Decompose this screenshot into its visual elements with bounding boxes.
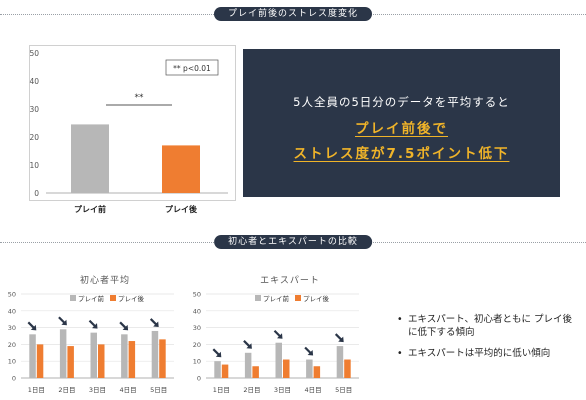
legend-swatch xyxy=(255,295,261,301)
bar-after xyxy=(221,364,229,378)
legend-label: プレイ後 xyxy=(118,294,145,303)
decrease-arrow-head-icon xyxy=(338,336,344,343)
legend-swatch xyxy=(110,295,116,301)
bar-before xyxy=(306,359,313,378)
legend-label: プレイ後 xyxy=(303,294,330,303)
y-tick-label: 20 xyxy=(8,341,16,349)
y-tick-label: 20 xyxy=(29,133,39,142)
y-tick-label: 30 xyxy=(29,105,39,114)
highlight-line-3: ストレス度が7.5ポイント低下 xyxy=(293,146,510,162)
x-tick-label: 5日目 xyxy=(335,386,352,394)
bar-before xyxy=(151,330,159,378)
bar-before xyxy=(121,334,128,378)
bar-before xyxy=(90,332,97,378)
bar-after xyxy=(344,359,351,378)
y-tick-label: 0 xyxy=(12,375,16,383)
y-tick-label: 50 xyxy=(29,49,39,58)
findings-list: エキスパート、初心者ともに プレイ後に低下する傾向 エキスパートは平均的に低い傾… xyxy=(397,313,577,368)
decrease-arrow-head-icon xyxy=(61,319,67,326)
y-tick-label: 10 xyxy=(193,358,201,366)
significance-label: ** xyxy=(135,93,145,103)
bar-after xyxy=(159,339,166,378)
legend-swatch xyxy=(70,295,76,301)
bar-before xyxy=(29,334,36,378)
x-tick-label: 4日目 xyxy=(305,386,322,394)
bar-after xyxy=(283,359,290,378)
legend-label: プレイ前 xyxy=(263,294,290,303)
bar-before xyxy=(336,346,344,378)
bar-after xyxy=(252,366,259,378)
y-tick-label: 50 xyxy=(8,291,16,299)
bar-before xyxy=(214,361,221,378)
y-tick-label: 10 xyxy=(29,161,39,170)
section-header-stress-change: プレイ前後のストレス度変化 xyxy=(0,7,586,21)
bar-after xyxy=(128,341,136,378)
decrease-arrow-head-icon xyxy=(246,343,252,349)
decrease-arrow-head-icon xyxy=(30,324,37,331)
decrease-arrow-head-icon xyxy=(153,321,159,327)
x-tick-label: プレイ前 xyxy=(74,204,106,214)
y-tick-label: 30 xyxy=(8,324,16,332)
y-tick-label: 30 xyxy=(193,324,201,332)
section-header-comparison: 初心者とエキスパートの比較 xyxy=(0,235,586,249)
x-tick-label: 1日目 xyxy=(28,386,45,394)
bar-before xyxy=(59,329,67,378)
beginner-chart-title: 初心者平均 xyxy=(79,276,130,286)
bar-after xyxy=(98,344,105,378)
decrease-arrow-head-icon xyxy=(92,323,98,329)
annotation-box xyxy=(165,59,219,76)
highlight-box: 5人全員の5日分のデータを平均すると プレイ前後で ストレス度が7.5ポイント低… xyxy=(243,49,560,197)
bar-before xyxy=(244,352,252,378)
y-tick-label: 40 xyxy=(8,307,16,315)
expert-chart-title: エキスパート xyxy=(260,276,320,286)
legend-swatch xyxy=(295,295,301,301)
bar-before xyxy=(71,124,109,193)
y-tick-label: 20 xyxy=(193,341,201,349)
bar-after xyxy=(36,344,44,378)
finding-item: エキスパート、初心者ともに プレイ後に低下する傾向 xyxy=(397,313,577,339)
y-tick-label: 0 xyxy=(197,375,201,383)
highlight-line-1: 5人全員の5日分のデータを平均すると xyxy=(293,95,510,109)
section-title: プレイ前後のストレス度変化 xyxy=(213,7,373,21)
x-tick-label: 1日目 xyxy=(213,386,230,394)
decrease-arrow-head-icon xyxy=(122,324,129,331)
bar-before xyxy=(275,342,282,378)
x-tick-label: 2日目 xyxy=(58,386,75,394)
x-tick-label: 4日目 xyxy=(120,386,137,394)
annotation-text: ** p<0.01 xyxy=(173,64,211,73)
y-tick-label: 40 xyxy=(193,307,201,315)
bar-after xyxy=(162,145,200,193)
section-title: 初心者とエキスパートの比較 xyxy=(214,235,372,249)
decrease-arrow-head-icon xyxy=(277,333,283,339)
decrease-arrow-head-icon xyxy=(307,350,314,356)
bar-after xyxy=(67,346,74,378)
y-tick-label: 50 xyxy=(193,291,201,299)
legend-label: プレイ前 xyxy=(78,294,105,303)
x-tick-label: 2日目 xyxy=(243,386,260,394)
decrease-arrow-head-icon xyxy=(215,351,222,358)
x-tick-label: 3日目 xyxy=(274,386,291,394)
y-tick-label: 10 xyxy=(8,358,16,366)
highlight-line-2: プレイ前後で xyxy=(355,121,448,137)
x-tick-label: 5日目 xyxy=(150,386,167,394)
finding-item: エキスパートは平均的に低い傾向 xyxy=(397,347,577,360)
x-tick-label: 3日目 xyxy=(89,386,106,394)
y-tick-label: 0 xyxy=(34,189,39,198)
x-tick-label: プレイ後 xyxy=(165,204,198,214)
y-tick-label: 40 xyxy=(29,77,39,86)
bar-after xyxy=(313,366,321,378)
